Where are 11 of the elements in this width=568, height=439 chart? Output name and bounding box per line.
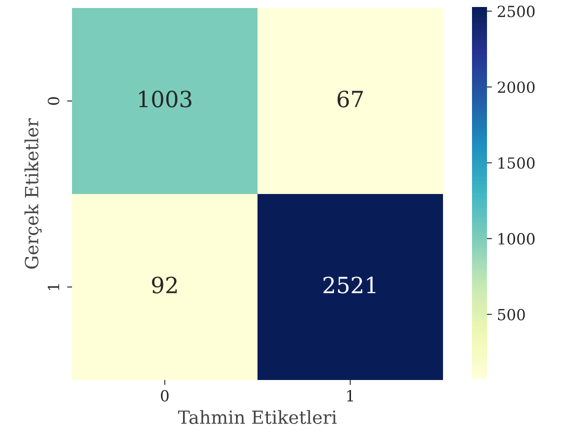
- data-label: 92: [152, 276, 177, 294]
- y-axis-title: Gerçek Etiketler: [24, 118, 42, 269]
- color-bar-label: 500: [498, 308, 525, 320]
- data-label: 67: [338, 90, 363, 108]
- color-bar-label: 2500: [498, 6, 535, 18]
- data-label: 1003: [139, 90, 192, 108]
- color-bar-label: 1000: [498, 233, 535, 245]
- data-label: 2521: [323, 276, 376, 294]
- x-axis-title: Tahmin Etiketleri: [178, 410, 337, 424]
- color-bar-label: 1500: [498, 157, 535, 169]
- color-bar-label: 2000: [498, 81, 535, 93]
